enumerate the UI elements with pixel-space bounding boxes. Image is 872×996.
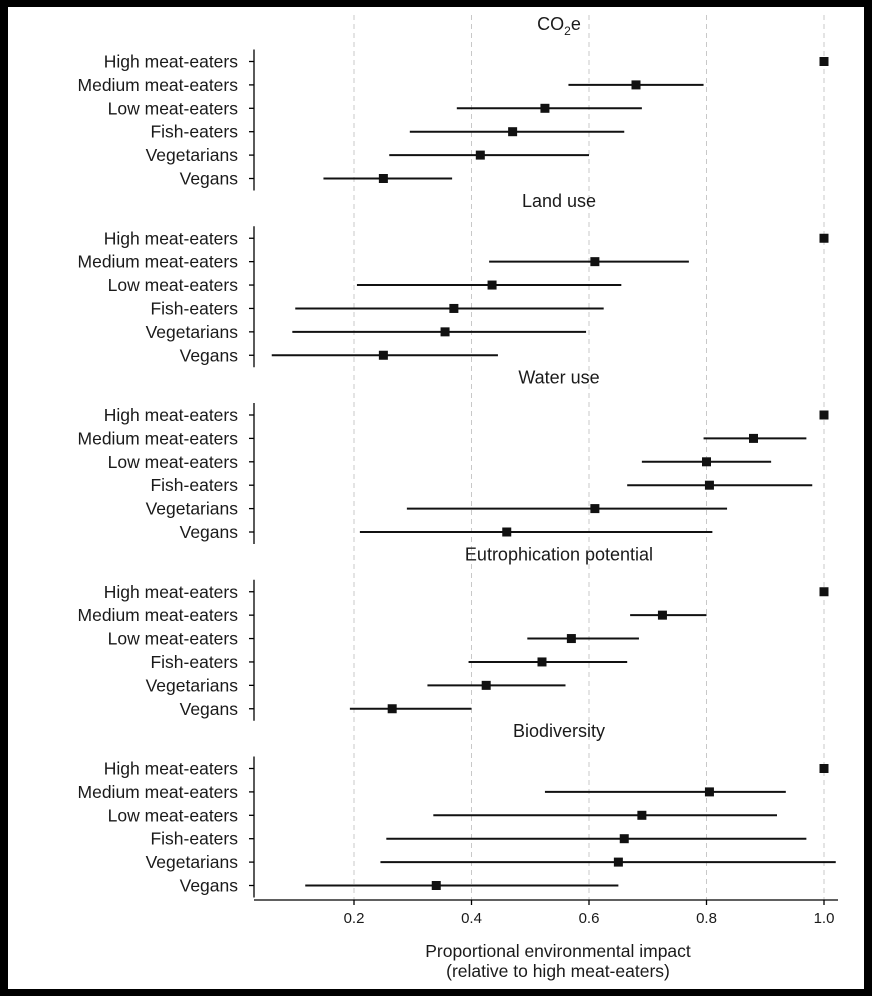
point-marker [819,233,829,243]
category-label: Vegans [180,345,239,365]
category-label: Fish-eaters [150,829,238,849]
panel: CO2e High meat-eaters Medium meat-eaters Lo… [78,14,829,191]
forest-plot: CO2e High meat-eaters Medium meat-eaters Lo… [78,14,838,981]
point-marker [631,80,641,90]
point-marker [566,634,576,644]
point-marker [431,881,441,890]
point-marker [702,457,711,467]
point-marker [475,150,485,160]
category-label: Fish-eaters [150,475,238,495]
x-axis-label-line1: Proportional environmental impact [425,941,691,961]
category-label: High meat-eaters [104,52,238,72]
panel-title: Water use [518,368,599,388]
category-label: Vegans [180,699,239,719]
panel: Eutrophication potential High meat-eaters… [78,544,829,721]
category-label: Low meat-eaters [108,805,239,825]
point-marker [537,657,547,667]
panels: CO2e High meat-eaters Medium meat-eaters Lo… [78,14,836,898]
point-marker [481,680,491,690]
panel: Biodiversity High meat-eaters Medium meat-… [78,721,836,898]
point-marker [819,410,829,420]
point-marker [619,834,629,844]
x-tick-label: 1.0 [814,910,835,927]
category-label: Fish-eaters [150,652,238,672]
panel-title: CO2e [537,14,581,38]
category-label: Vegans [180,876,239,896]
point-marker [819,764,829,773]
category-label: Low meat-eaters [108,452,239,472]
point-marker [819,57,829,66]
point-marker [704,480,714,490]
panel-title: Biodiversity [513,721,605,741]
point-marker [378,350,388,360]
category-label: Medium meat-eaters [78,605,239,625]
point-marker [749,433,758,443]
category-label: Low meat-eaters [108,629,239,649]
point-marker [637,810,647,820]
panel-title: Land use [522,191,596,211]
category-label: Fish-eaters [150,298,238,318]
category-label: High meat-eaters [104,228,238,248]
point-marker [657,610,667,620]
point-marker [502,527,512,537]
panel: Water use High meat-eaters Medium meat-eat… [78,368,829,544]
category-label: High meat-eaters [104,759,238,779]
category-label: Medium meat-eaters [78,782,239,802]
category-label: Vegans [180,522,239,542]
category-label: High meat-eaters [104,582,238,602]
point-marker [487,280,497,290]
x-axis: 0.2 0.4 0.6 0.8 1.0 [254,899,838,927]
chart-frame: CO2e High meat-eaters Medium meat-eaters Lo… [8,7,864,989]
category-label: Low meat-eaters [108,98,239,118]
category-label: High meat-eaters [104,405,238,425]
point-marker [387,704,397,714]
category-label: Medium meat-eaters [78,428,239,448]
category-label: Medium meat-eaters [78,75,239,95]
point-marker [590,504,600,514]
panel-title: Eutrophication potential [465,544,653,564]
category-label: Medium meat-eaters [78,252,239,272]
category-label: Vegetarians [146,145,239,165]
category-label: Vegetarians [146,852,239,872]
panel: Land use High meat-eaters Medium meat-eate… [78,191,829,368]
x-tick-label: 0.4 [461,910,482,927]
x-tick-label: 0.2 [344,910,365,927]
x-tick-label: 0.8 [696,910,717,927]
category-label: Vegetarians [146,675,239,695]
point-marker [449,303,459,313]
gridlines [353,15,825,900]
category-label: Vegans [180,169,239,189]
category-label: Vegetarians [146,322,239,342]
point-marker [440,327,450,337]
x-axis-label-line2: (relative to high meat-eaters) [446,961,670,981]
x-tick-label: 0.6 [579,910,600,927]
point-marker [590,257,600,267]
point-marker [613,857,623,867]
category-label: Low meat-eaters [108,275,239,295]
category-label: Vegetarians [146,499,239,519]
point-marker [704,787,714,797]
category-label: Fish-eaters [150,122,238,142]
point-marker [819,587,829,597]
point-marker [540,103,550,113]
point-marker [508,127,518,137]
point-marker [378,174,388,183]
